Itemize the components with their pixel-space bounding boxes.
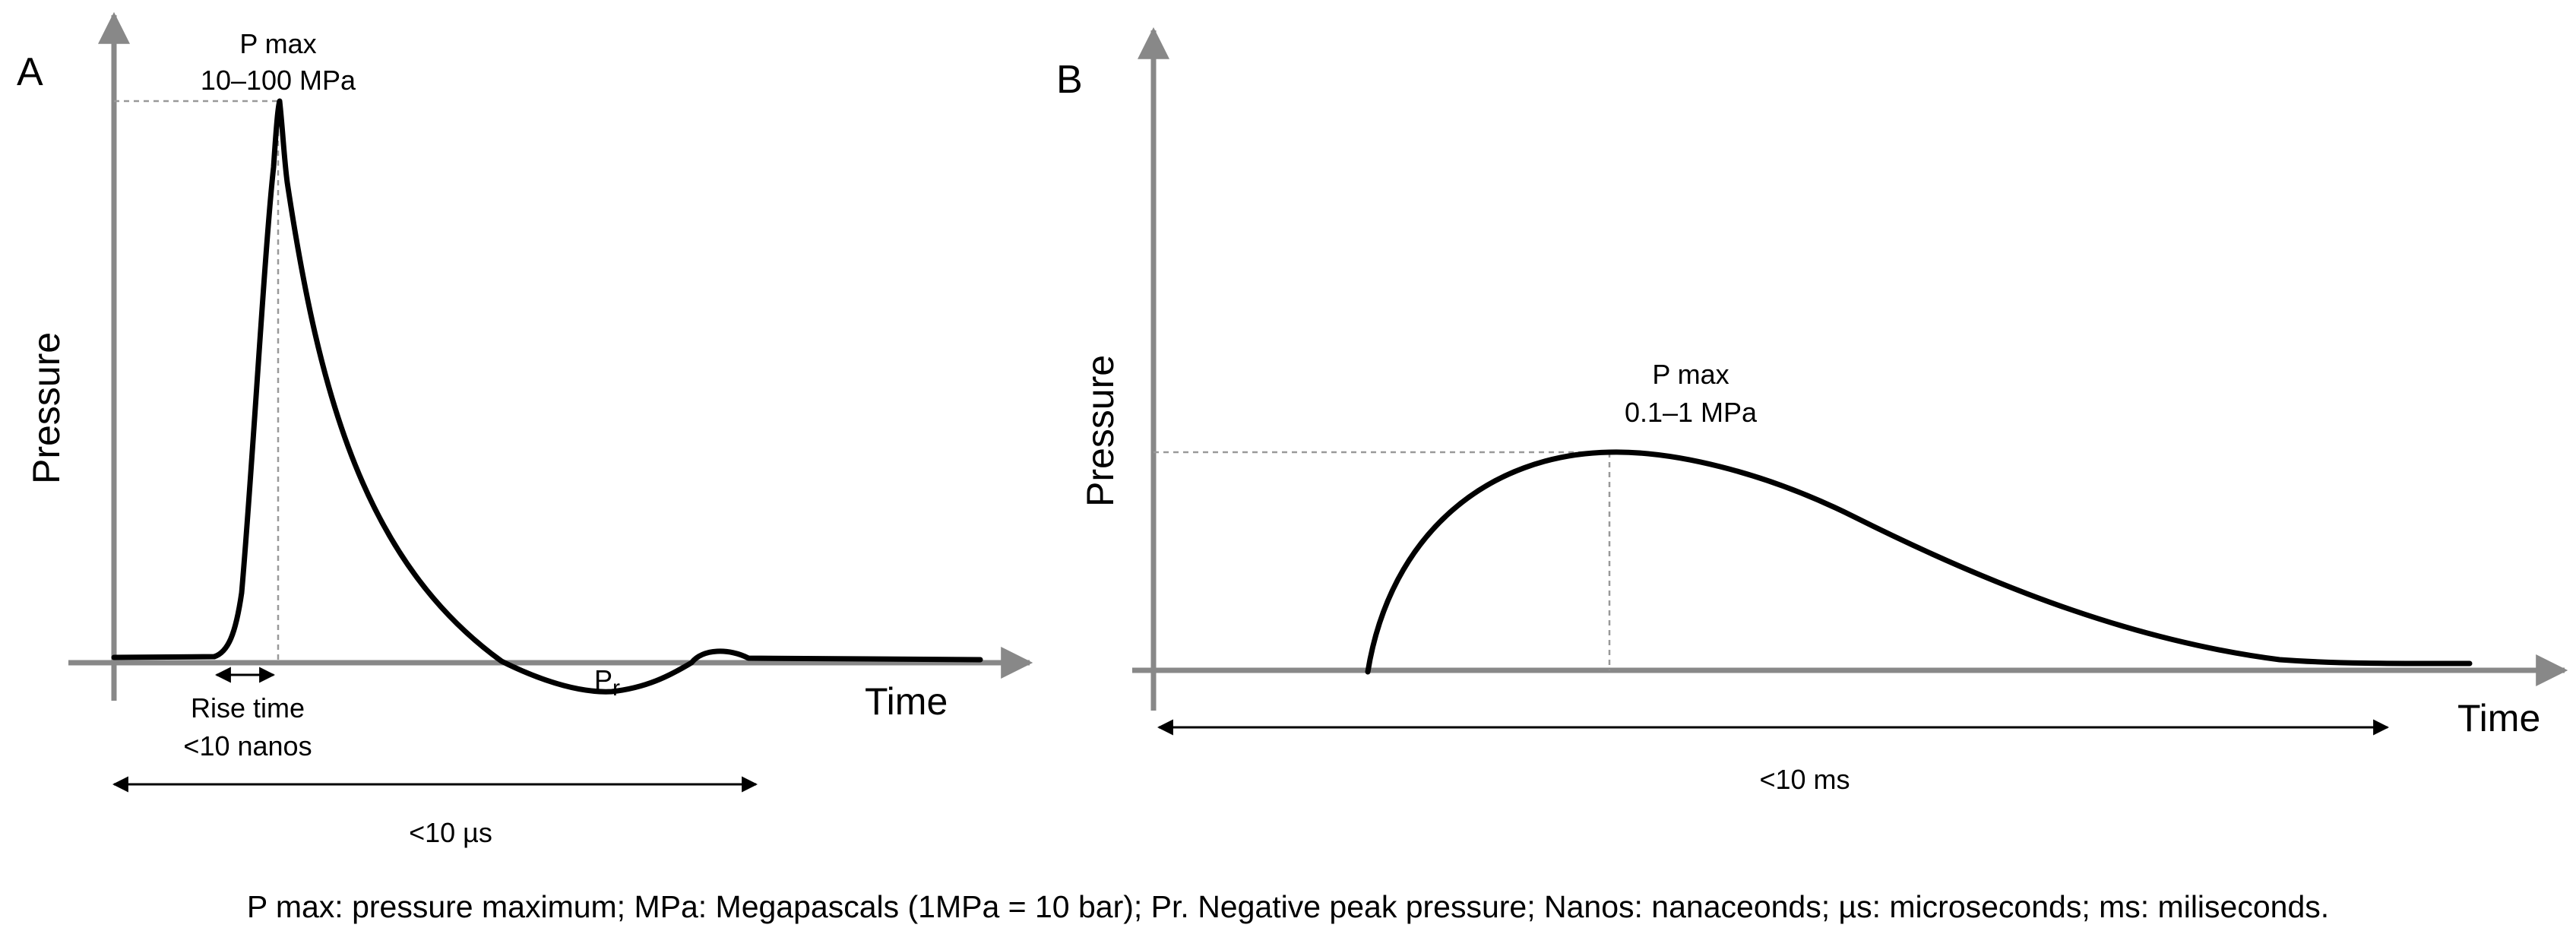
panel-b-letter: B	[1056, 58, 1083, 102]
panel-b-x-axis-label: Time	[2457, 697, 2540, 739]
panel-a-x-axis-label: Time	[865, 680, 948, 723]
panel-b-pmax-value: 0.1–1 MPa	[1625, 397, 1758, 428]
negative-peak-subscript: r	[612, 676, 620, 701]
panel-a-rise-time-value: <10 nanos	[183, 730, 312, 762]
panel-a-rise-time-label: Rise time	[191, 692, 305, 724]
panel-a-y-axis-label: Pressure	[25, 332, 68, 484]
figure-caption: P max: pressure maximum; MPa: Megapascal…	[246, 889, 2330, 924]
panel-a-pmax-value: 10–100 MPa	[201, 65, 356, 96]
panel-a-duration-label: <10 µs	[409, 817, 492, 848]
panel-b: B Pressure Time P max 0.1–1 MPa <10 ms	[1056, 27, 2568, 795]
panel-a-pmax-title: P max	[239, 28, 316, 59]
panel-b-duration-label: <10 ms	[1759, 764, 1850, 795]
panel-b-y-axis-label: Pressure	[1079, 355, 1122, 507]
panel-a-shockwave-curve	[111, 98, 983, 695]
negative-peak-main: P	[594, 664, 612, 695]
panel-a-negative-peak-label: Pr	[594, 664, 620, 701]
panel-a-letter: A	[17, 50, 43, 94]
panel-b-pressure-wave-curve	[1365, 449, 2473, 675]
panel-a: A Pressure Time P max 10–100 MPa Pr Rise…	[17, 11, 1033, 848]
panel-b-pmax-title: P max	[1652, 359, 1729, 390]
